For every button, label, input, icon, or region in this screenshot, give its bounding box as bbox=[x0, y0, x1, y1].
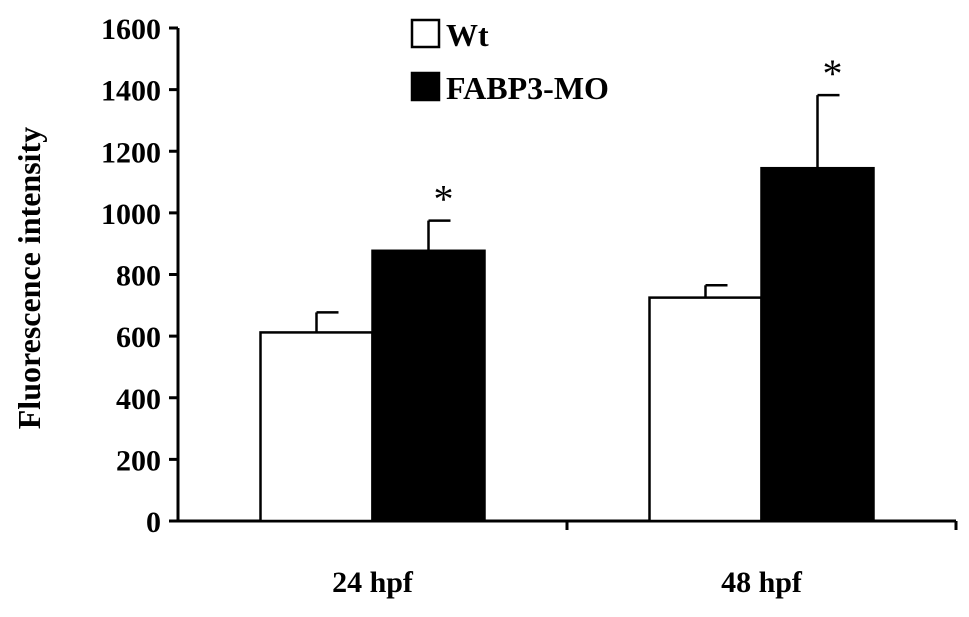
error-bars bbox=[315, 93, 840, 333]
bar-wt-0 bbox=[259, 331, 374, 523]
significance-marker: * bbox=[434, 177, 454, 222]
y-tick-label: 1600 bbox=[101, 13, 161, 46]
y-tick-label: 200 bbox=[116, 444, 161, 477]
labels: * 24 hpf * 48 hpf bbox=[332, 51, 842, 599]
y-tick-label: 600 bbox=[116, 321, 161, 354]
x-category-label: 24 hpf bbox=[332, 566, 414, 599]
y-tick-label: 1400 bbox=[101, 75, 161, 108]
y-tick-label: 400 bbox=[116, 383, 161, 416]
bar-wt-1 bbox=[648, 296, 763, 523]
legend-swatch bbox=[410, 71, 441, 102]
legend-label: Wt bbox=[446, 17, 489, 53]
y-tick-label: 1200 bbox=[101, 136, 161, 169]
legend-label: FABP3-MO bbox=[446, 70, 609, 106]
y-tick-label: 1000 bbox=[101, 198, 161, 231]
axes: 0 200 400 600 800 1000 1200 1400 1600 bbox=[101, 13, 958, 539]
legend-swatch bbox=[410, 18, 441, 49]
y-tick-label: 0 bbox=[146, 506, 161, 539]
bar-fabp3-mo-0 bbox=[371, 249, 486, 523]
significance-marker: * bbox=[823, 51, 843, 96]
bar-fabp3-mo-1 bbox=[760, 166, 875, 523]
y-axis-label: Fluorescence intensity bbox=[11, 127, 47, 429]
x-category-label: 48 hpf bbox=[721, 566, 803, 599]
y-tick-label: 800 bbox=[116, 260, 161, 293]
bars bbox=[259, 166, 875, 523]
legend: Wt FABP3-MO bbox=[410, 17, 609, 106]
